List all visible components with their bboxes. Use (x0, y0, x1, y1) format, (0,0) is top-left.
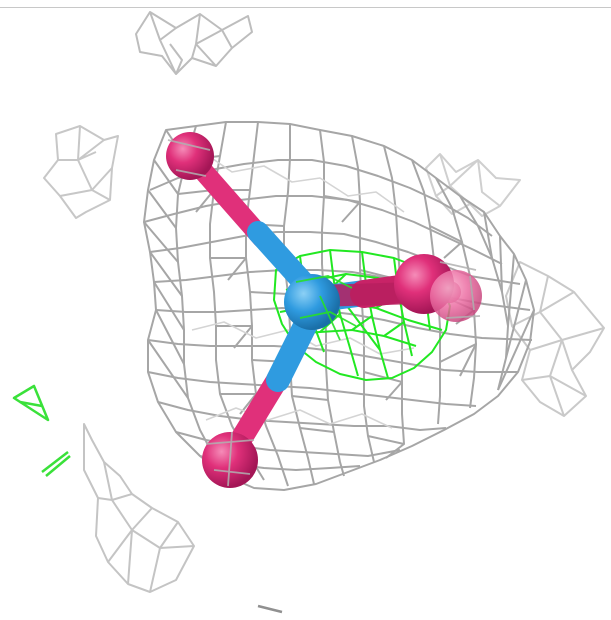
difference-density-fragment-left (12, 384, 71, 477)
atom-back[interactable] (430, 270, 482, 322)
molecule-model[interactable] (166, 132, 482, 488)
atom-central[interactable] (284, 274, 340, 330)
mesh-fragment-lower-left (83, 423, 195, 593)
mesh-fragment-right (505, 261, 605, 417)
mesh-foreground (167, 139, 481, 487)
atom-upper-left[interactable] (166, 132, 214, 180)
difference-density-foreground (295, 275, 357, 341)
mesh-fragment-top (135, 11, 253, 75)
mesh-fragment-upper-left (43, 125, 119, 219)
mesh-fragment-bottom (257, 604, 283, 614)
top-border (0, 7, 611, 8)
